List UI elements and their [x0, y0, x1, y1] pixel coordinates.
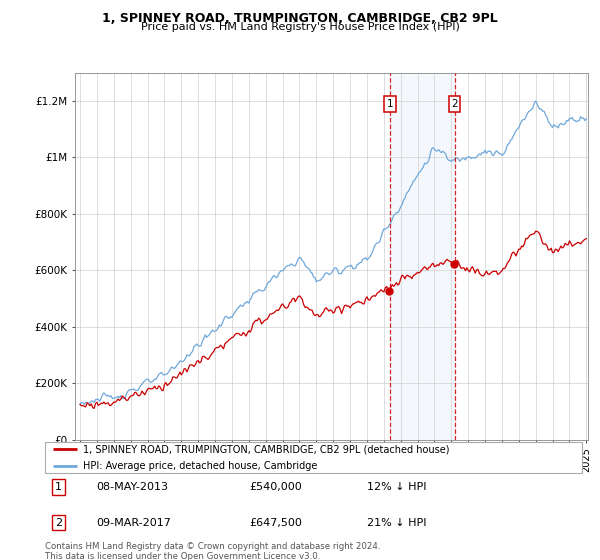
- Text: £540,000: £540,000: [249, 482, 302, 492]
- Text: 2: 2: [451, 99, 458, 109]
- Text: 1: 1: [386, 99, 393, 109]
- FancyBboxPatch shape: [45, 442, 582, 473]
- Text: 21% ↓ HPI: 21% ↓ HPI: [367, 517, 427, 528]
- Text: HPI: Average price, detached house, Cambridge: HPI: Average price, detached house, Camb…: [83, 461, 317, 472]
- Text: £647,500: £647,500: [249, 517, 302, 528]
- Text: 12% ↓ HPI: 12% ↓ HPI: [367, 482, 427, 492]
- Text: 1: 1: [55, 482, 62, 492]
- Text: 08-MAY-2013: 08-MAY-2013: [96, 482, 168, 492]
- Text: 1, SPINNEY ROAD, TRUMPINGTON, CAMBRIDGE, CB2 9PL: 1, SPINNEY ROAD, TRUMPINGTON, CAMBRIDGE,…: [102, 12, 498, 25]
- Bar: [390, 73, 455, 440]
- Text: Contains HM Land Registry data © Crown copyright and database right 2024.
This d: Contains HM Land Registry data © Crown c…: [45, 542, 380, 560]
- Text: 2: 2: [55, 517, 62, 528]
- Text: 09-MAR-2017: 09-MAR-2017: [96, 517, 171, 528]
- Text: Price paid vs. HM Land Registry's House Price Index (HPI): Price paid vs. HM Land Registry's House …: [140, 22, 460, 32]
- Text: 1, SPINNEY ROAD, TRUMPINGTON, CAMBRIDGE, CB2 9PL (detached house): 1, SPINNEY ROAD, TRUMPINGTON, CAMBRIDGE,…: [83, 444, 449, 454]
